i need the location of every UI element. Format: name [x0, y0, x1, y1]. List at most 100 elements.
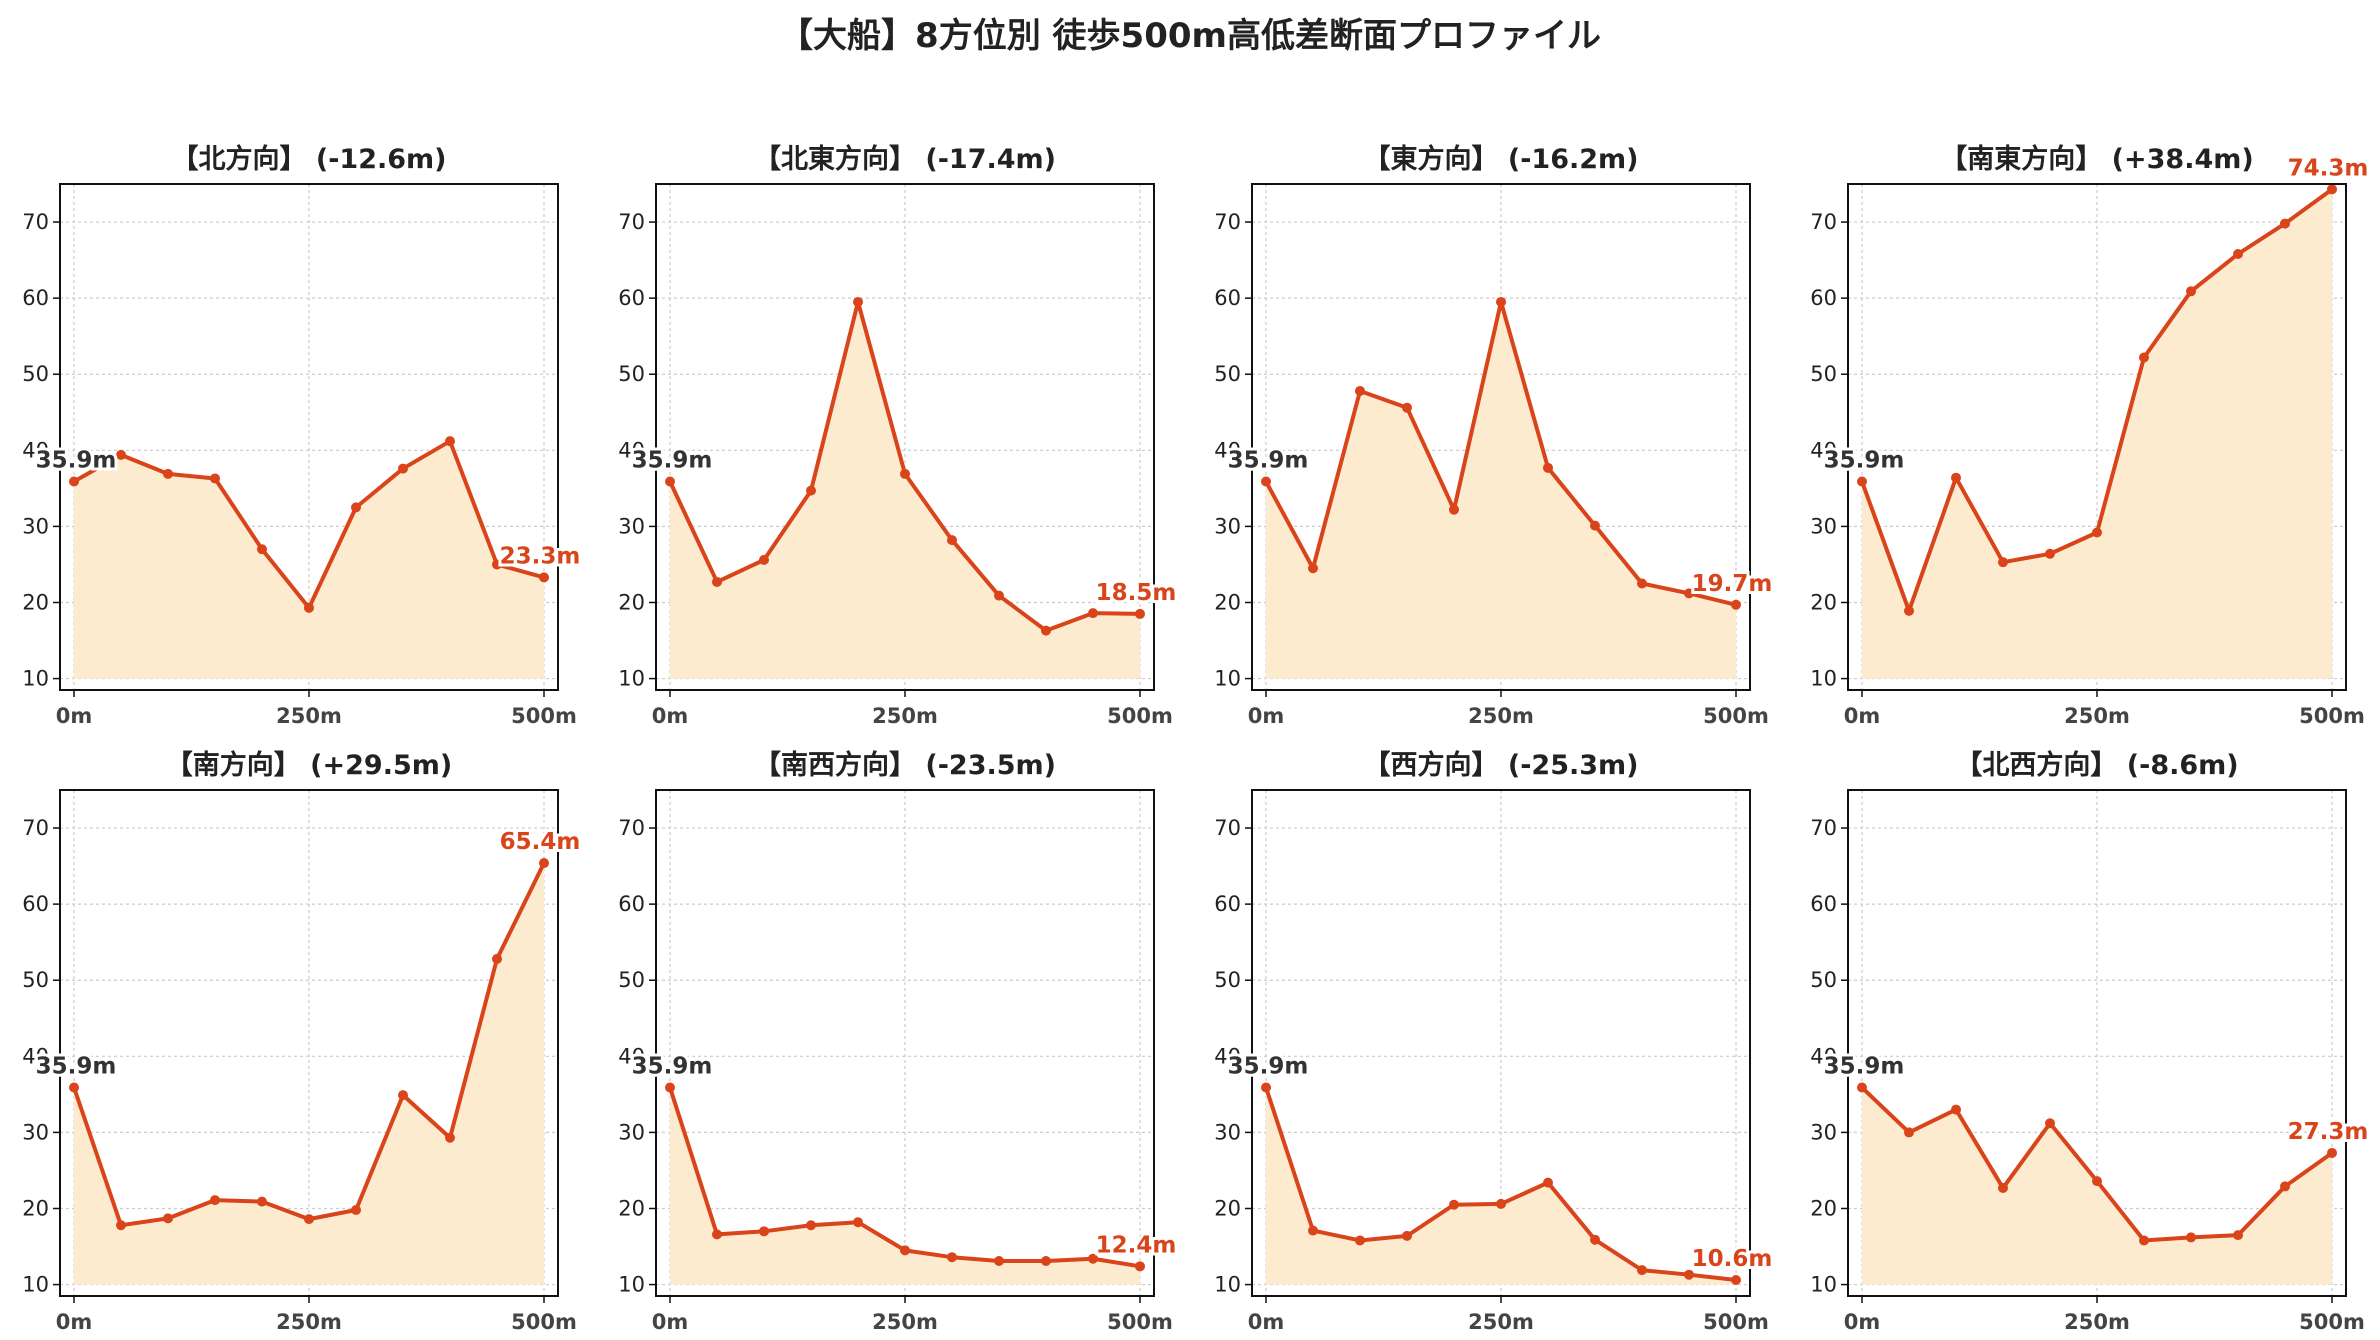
- subplot-7: 【北西方向】 (-8.6m) 10 20 30 40 50 60 70 0m 250m 500m 35…: [1810, 749, 2371, 1334]
- data-point: [1637, 578, 1647, 589]
- y-tick-label: 10: [1810, 1273, 1837, 1297]
- y-tick-label: 30: [618, 514, 645, 538]
- start-value-label: 35.9m: [36, 448, 117, 474]
- data-point: [759, 1226, 769, 1237]
- x-tick-label: 250m: [1468, 704, 1534, 728]
- y-tick-label: 30: [618, 1120, 645, 1144]
- data-point: [2280, 218, 2290, 229]
- data-point: [2280, 1181, 2290, 1192]
- data-point: [1857, 476, 1867, 487]
- data-point: [492, 953, 502, 964]
- y-tick-label: 60: [22, 892, 49, 916]
- x-tick-label: 250m: [276, 704, 342, 728]
- end-value-label: 18.5m: [1096, 580, 1177, 606]
- area-fill: [1266, 1087, 1736, 1285]
- subplot-title: 【南方向】 (+29.5m): [166, 749, 452, 781]
- y-tick-label: 40: [1214, 438, 1241, 462]
- data-point: [665, 1082, 675, 1093]
- y-tick-label: 60: [618, 286, 645, 310]
- data-point: [853, 296, 863, 307]
- data-point: [163, 1213, 173, 1224]
- x-tick-label: 250m: [276, 1310, 342, 1334]
- data-point: [116, 449, 126, 460]
- data-point: [351, 502, 361, 513]
- data-point: [2139, 1235, 2149, 1246]
- data-point: [1088, 1253, 1098, 1264]
- x-tick-label: 0m: [56, 704, 93, 728]
- start-value-label: 35.9m: [36, 1054, 117, 1080]
- y-tick-label: 60: [1810, 892, 1837, 916]
- data-point: [539, 858, 549, 869]
- data-point: [116, 1220, 126, 1231]
- y-tick-label: 70: [1214, 816, 1241, 840]
- y-tick-label: 50: [618, 968, 645, 992]
- start-value-label: 35.9m: [632, 448, 713, 474]
- y-tick-label: 30: [1810, 514, 1837, 538]
- data-point: [1041, 1255, 1051, 1266]
- x-tick-label: 250m: [2064, 704, 2130, 728]
- y-tick-label: 40: [1214, 1044, 1241, 1068]
- x-tick-label: 500m: [1703, 1310, 1769, 1334]
- y-tick-label: 20: [618, 590, 645, 614]
- y-tick-label: 20: [618, 1196, 645, 1220]
- y-tick-label: 50: [1810, 362, 1837, 386]
- x-tick-label: 500m: [511, 1310, 577, 1334]
- x-tick-label: 250m: [2064, 1310, 2130, 1334]
- data-point: [1951, 472, 1961, 483]
- x-tick-label: 500m: [1703, 704, 1769, 728]
- y-tick-label: 60: [1214, 892, 1241, 916]
- data-point: [1449, 1199, 1459, 1210]
- data-point: [1731, 599, 1741, 610]
- data-point: [1684, 588, 1694, 599]
- y-tick-label: 20: [22, 1196, 49, 1220]
- x-tick-label: 500m: [511, 704, 577, 728]
- data-point: [304, 602, 314, 613]
- data-point: [1402, 1230, 1412, 1241]
- x-tick-label: 0m: [652, 704, 689, 728]
- data-point: [2327, 184, 2337, 195]
- x-tick-label: 250m: [872, 1310, 938, 1334]
- data-point: [69, 1082, 79, 1093]
- data-point: [398, 463, 408, 474]
- data-point: [2139, 352, 2149, 363]
- y-tick-label: 50: [1214, 362, 1241, 386]
- x-tick-label: 0m: [1844, 1310, 1881, 1334]
- x-tick-label: 0m: [56, 1310, 93, 1334]
- data-point: [1355, 1235, 1365, 1246]
- start-value-label: 35.9m: [632, 1054, 713, 1080]
- data-point: [539, 572, 549, 583]
- x-tick-label: 0m: [652, 1310, 689, 1334]
- data-point: [1543, 1177, 1553, 1188]
- y-tick-label: 40: [1810, 1044, 1837, 1068]
- area-fill: [1862, 189, 2332, 679]
- x-tick-label: 500m: [2299, 1310, 2365, 1334]
- data-point: [1590, 1234, 1600, 1245]
- y-tick-label: 20: [1214, 1196, 1241, 1220]
- data-point: [1904, 1127, 1914, 1138]
- y-tick-label: 50: [618, 362, 645, 386]
- y-tick-label: 10: [22, 667, 49, 691]
- y-tick-label: 10: [22, 1273, 49, 1297]
- subplot-title: 【南東方向】 (+38.4m): [1940, 143, 2253, 175]
- data-point: [1998, 1182, 2008, 1193]
- data-point: [2186, 286, 2196, 297]
- data-point: [1998, 557, 2008, 568]
- x-tick-label: 250m: [1468, 1310, 1534, 1334]
- data-point: [210, 473, 220, 484]
- y-tick-label: 20: [1214, 590, 1241, 614]
- data-point: [1135, 1261, 1145, 1272]
- data-point: [2045, 1118, 2055, 1129]
- data-point: [1731, 1275, 1741, 1286]
- data-point: [1402, 402, 1412, 413]
- x-tick-label: 0m: [1248, 704, 1285, 728]
- area-fill: [74, 863, 544, 1285]
- x-tick-label: 250m: [872, 704, 938, 728]
- y-tick-label: 70: [22, 816, 49, 840]
- subplot-title: 【南西方向】 (-23.5m): [754, 749, 1056, 781]
- data-point: [1637, 1265, 1647, 1276]
- x-tick-label: 0m: [1248, 1310, 1285, 1334]
- data-point: [1496, 296, 1506, 307]
- end-value-label: 10.6m: [1692, 1246, 1773, 1272]
- data-point: [69, 476, 79, 487]
